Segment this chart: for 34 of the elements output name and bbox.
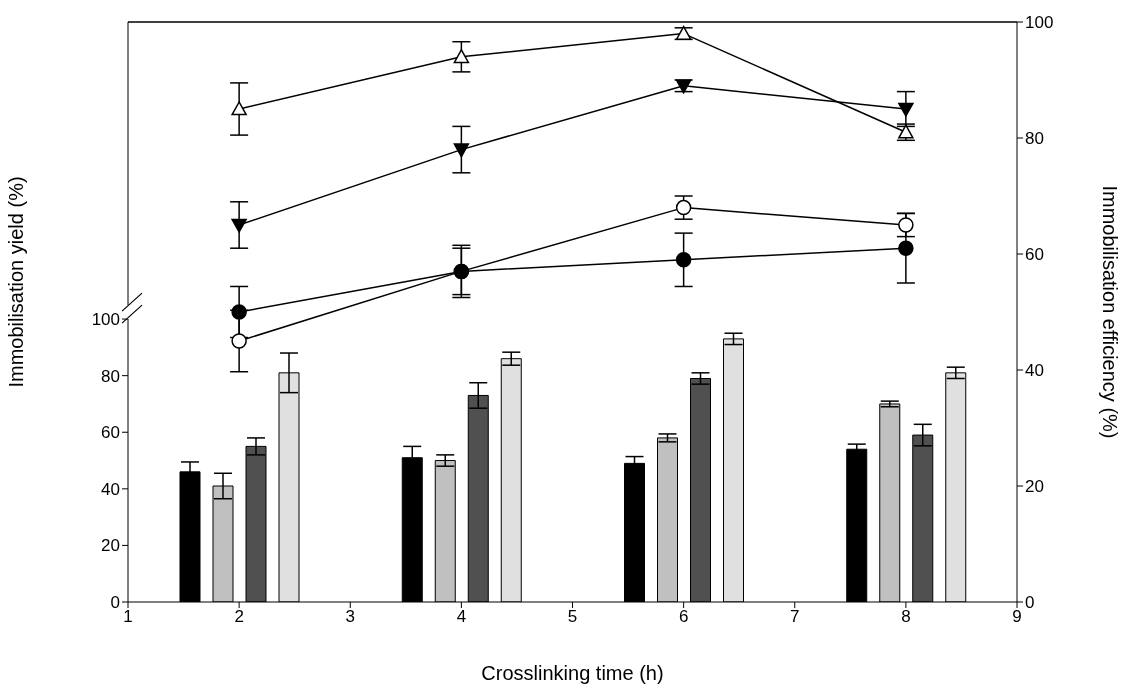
y-tick-label: 60 bbox=[101, 423, 120, 443]
point bbox=[231, 101, 247, 116]
y2-tick-label: 60 bbox=[1025, 245, 1044, 265]
point bbox=[898, 240, 914, 256]
x-tick-label: 6 bbox=[678, 607, 689, 627]
y2-tick-label: 20 bbox=[1025, 477, 1044, 497]
x-tick-label: 5 bbox=[567, 607, 578, 627]
y2-tick-label: 40 bbox=[1025, 361, 1044, 381]
point bbox=[898, 217, 914, 233]
y-tick-label: 40 bbox=[101, 479, 120, 499]
point bbox=[231, 218, 247, 233]
y-tick-label: 20 bbox=[101, 536, 120, 556]
x-tick-label: 8 bbox=[901, 607, 911, 627]
y2-tick-label: 80 bbox=[1025, 129, 1044, 149]
x-tick-label: 2 bbox=[234, 607, 244, 627]
point bbox=[898, 102, 914, 117]
y2-tick-label: 0 bbox=[1025, 593, 1035, 613]
x-tick-label: 1 bbox=[123, 607, 133, 627]
x-axis-title: Crosslinking time (h) bbox=[481, 662, 664, 684]
point bbox=[675, 252, 692, 268]
point bbox=[453, 143, 470, 158]
x-tick-label: 3 bbox=[345, 607, 355, 627]
x-tick-label: 7 bbox=[790, 607, 800, 627]
point bbox=[231, 304, 247, 320]
y-tick-label: 100 bbox=[91, 310, 120, 330]
y-axis-title: Immobilisation yield (%) bbox=[5, 176, 28, 388]
x-tick-label: 4 bbox=[456, 607, 467, 627]
y2-axis-title: Immobilisation efficiency (%) bbox=[1098, 185, 1121, 439]
point bbox=[231, 333, 247, 349]
x-tick-label: 9 bbox=[1012, 607, 1022, 627]
y2-tick-label: 100 bbox=[1025, 13, 1054, 33]
y-tick-label: 80 bbox=[101, 366, 120, 386]
point bbox=[453, 49, 470, 64]
y-tick-label: 0 bbox=[110, 593, 120, 613]
